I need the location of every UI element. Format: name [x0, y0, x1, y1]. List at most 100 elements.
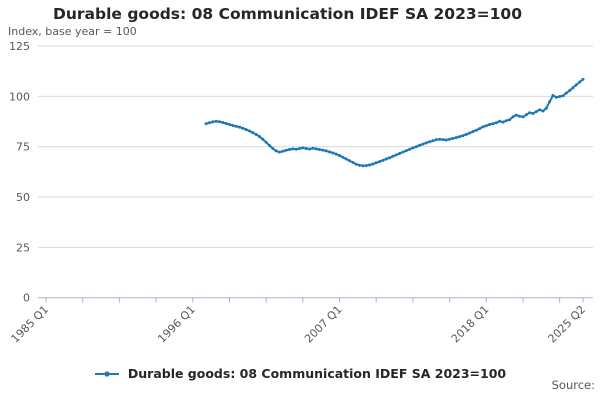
data-point-marker [254, 132, 258, 136]
data-point-marker [248, 129, 251, 133]
chart-title: Durable goods: 08 Communication IDEF SA … [53, 5, 522, 23]
data-point-marker [301, 146, 305, 150]
data-point-marker [381, 158, 385, 162]
data-point-marker [494, 121, 498, 125]
data-point-marker [414, 145, 418, 149]
data-point-marker [568, 89, 572, 92]
data-point-marker [464, 132, 468, 136]
data-point-marker [524, 113, 528, 117]
data-point-marker [551, 94, 555, 97]
data-point-marker [564, 91, 568, 95]
legend: Durable goods: 08 Communication IDEF SA … [0, 366, 600, 381]
data-point-marker [204, 122, 208, 126]
data-point-marker [581, 77, 585, 81]
data-point-marker [318, 148, 321, 151]
data-point-marker [481, 125, 485, 129]
data-point-marker [251, 131, 255, 135]
data-point-marker [401, 150, 405, 154]
data-point-marker [461, 134, 465, 138]
data-point-marker [241, 126, 245, 130]
data-point-marker [274, 149, 278, 153]
data-point-marker [391, 154, 395, 158]
data-point-marker [518, 114, 522, 118]
data-point-marker [324, 149, 328, 153]
data-point-marker [428, 140, 432, 144]
data-point-marker [341, 155, 345, 159]
data-point-marker [531, 112, 535, 115]
data-point-marker [271, 147, 275, 150]
data-point-marker [334, 152, 338, 156]
data-point-marker [294, 147, 298, 151]
data-point-marker [561, 94, 565, 98]
data-point-marker [234, 124, 238, 128]
data-point-marker [371, 162, 375, 166]
data-point-marker [558, 95, 562, 98]
data-point-marker [298, 147, 301, 150]
data-point-marker [364, 164, 368, 168]
data-point-marker [528, 111, 532, 115]
x-tick-label: 2018 Q1 [449, 303, 492, 346]
data-point-marker [451, 136, 455, 140]
chart-canvas: 0 25 50 75 100 125 1985 Q1 1996 Q1 2007 Q1 2018 Q… [9, 40, 593, 345]
data-point-marker [264, 140, 268, 144]
data-point-marker [571, 86, 575, 90]
data-point-marker [538, 108, 542, 112]
data-point-marker [284, 148, 288, 152]
data-point-marker [458, 135, 462, 139]
data-point-marker [454, 136, 458, 140]
data-point-marker [331, 151, 335, 155]
axis-tick-labels: 0 25 50 75 100 125 1985 Q1 1996 Q1 2007 Q1 2018 Q… [9, 40, 589, 345]
data-point-marker [434, 138, 438, 142]
data-point-marker [578, 80, 582, 84]
data-point-marker [384, 157, 388, 161]
data-point-marker [304, 147, 308, 150]
data-point-marker [484, 124, 488, 128]
data-point-marker [211, 120, 215, 124]
data-series [204, 77, 585, 168]
source-label: Source: [551, 378, 595, 392]
data-point-marker [361, 164, 365, 168]
y-tick-label: 75 [16, 141, 30, 154]
data-point-marker [421, 142, 425, 146]
data-point-marker [491, 122, 495, 126]
legend-line-marker [94, 370, 119, 377]
data-point-marker [514, 113, 518, 117]
data-point-marker [368, 163, 371, 167]
data-point-marker [207, 121, 211, 125]
data-point-marker [314, 147, 318, 151]
data-point-marker [404, 149, 408, 153]
data-point-marker [448, 137, 452, 141]
x-tick-label: 1985 Q1 [9, 303, 52, 346]
x-tick-label: 2025 Q2 [546, 303, 589, 346]
data-point-marker [321, 148, 325, 152]
data-point-marker [408, 147, 412, 151]
data-point-marker [411, 146, 415, 150]
y-gridlines [38, 45, 593, 299]
data-point-marker [258, 135, 261, 139]
data-point-marker [424, 141, 428, 145]
y-tick-label: 125 [9, 40, 30, 53]
y-tick-label: 0 [23, 292, 30, 305]
data-point-marker [221, 121, 225, 124]
data-point-marker [311, 146, 315, 150]
data-point-marker [468, 131, 472, 135]
data-point-marker [574, 83, 578, 87]
data-point-marker [474, 128, 478, 132]
y-tick-label: 100 [9, 90, 30, 103]
data-point-marker [378, 160, 381, 164]
data-point-marker [278, 150, 281, 154]
x-tick-label: 2007 Q1 [302, 303, 345, 346]
data-point-marker [541, 109, 545, 113]
data-point-marker [214, 119, 218, 123]
data-point-marker [358, 163, 361, 167]
data-point-marker [501, 120, 505, 124]
y-tick-label: 25 [16, 241, 30, 254]
data-point-marker [511, 115, 515, 119]
y-tick-label: 50 [16, 191, 30, 204]
data-point-marker [544, 106, 548, 110]
data-point-marker [431, 139, 435, 143]
data-point-marker [478, 127, 482, 131]
data-point-marker [438, 137, 442, 141]
x-tick-label: 1996 Q1 [155, 303, 198, 346]
